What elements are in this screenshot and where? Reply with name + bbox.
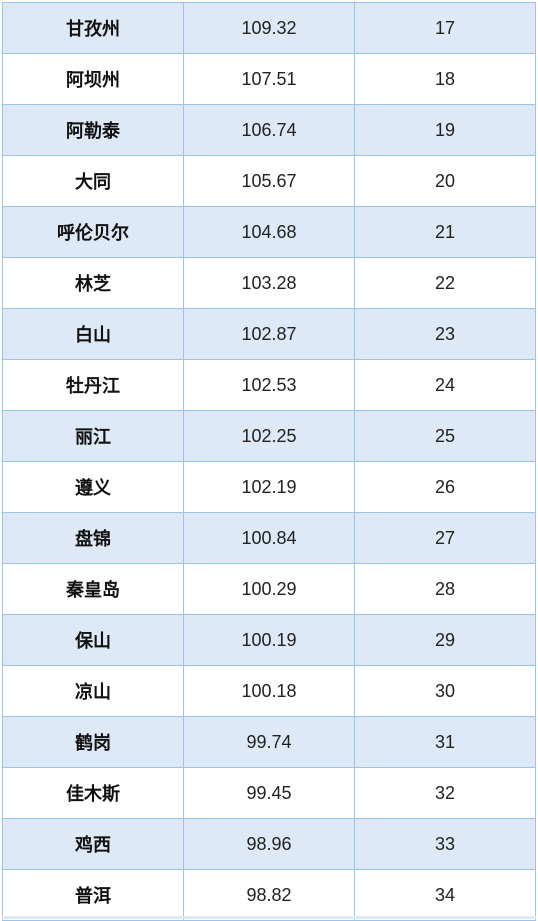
city-cell: 阿坝州	[2, 53, 184, 105]
table-row: 白山 102.87 23	[2, 308, 536, 360]
score-cell: 102.53	[183, 359, 355, 411]
rank-cell: 24	[354, 359, 536, 411]
next-row-edge	[2, 916, 536, 919]
city-cell: 鹤岗	[2, 716, 184, 768]
rank-cell: 29	[354, 614, 536, 666]
rank-cell: 30	[354, 665, 536, 717]
score-cell: 103.28	[183, 257, 355, 309]
city-cell: 遵义	[2, 461, 184, 513]
city-cell: 秦皇岛	[2, 563, 184, 615]
table-row: 鸡西 98.96 33	[2, 818, 536, 870]
table-row: 林芝 103.28 22	[2, 257, 536, 309]
rank-cell: 20	[354, 155, 536, 207]
city-cell: 林芝	[2, 257, 184, 309]
score-cell: 99.74	[183, 716, 355, 768]
city-cell: 佳木斯	[2, 767, 184, 819]
score-cell: 98.96	[183, 818, 355, 870]
city-cell: 普洱	[2, 869, 184, 921]
table-row: 盘锦 100.84 27	[2, 512, 536, 564]
rank-cell: 27	[354, 512, 536, 564]
table-row: 佳木斯 99.45 32	[2, 767, 536, 819]
rank-cell: 26	[354, 461, 536, 513]
city-cell: 白山	[2, 308, 184, 360]
score-cell: 104.68	[183, 206, 355, 258]
rank-cell: 17	[354, 2, 536, 54]
score-cell: 105.67	[183, 155, 355, 207]
table-row: 遵义 102.19 26	[2, 461, 536, 513]
score-cell: 102.87	[183, 308, 355, 360]
city-cell: 丽江	[2, 410, 184, 462]
rank-cell: 32	[354, 767, 536, 819]
score-cell: 100.19	[183, 614, 355, 666]
table-row: 甘孜州 109.32 17	[2, 2, 536, 54]
rank-cell: 31	[354, 716, 536, 768]
rank-cell: 25	[354, 410, 536, 462]
score-cell: 100.84	[183, 512, 355, 564]
table-row: 保山 100.19 29	[2, 614, 536, 666]
table-row: 丽江 102.25 25	[2, 410, 536, 462]
score-cell: 106.74	[183, 104, 355, 156]
rank-cell: 18	[354, 53, 536, 105]
rank-cell: 23	[354, 308, 536, 360]
table-row: 凉山 100.18 30	[2, 665, 536, 717]
city-cell: 鸡西	[2, 818, 184, 870]
city-cell: 阿勒泰	[2, 104, 184, 156]
city-cell: 牡丹江	[2, 359, 184, 411]
score-cell: 99.45	[183, 767, 355, 819]
city-cell: 盘锦	[2, 512, 184, 564]
city-cell: 凉山	[2, 665, 184, 717]
score-cell: 109.32	[183, 2, 355, 54]
rank-cell: 19	[354, 104, 536, 156]
score-cell: 102.19	[183, 461, 355, 513]
city-cell: 呼伦贝尔	[2, 206, 184, 258]
score-cell: 98.82	[183, 869, 355, 921]
table-row: 鹤岗 99.74 31	[2, 716, 536, 768]
table-row: 阿坝州 107.51 18	[2, 53, 536, 105]
rank-cell: 34	[354, 869, 536, 921]
city-cell: 甘孜州	[2, 2, 184, 54]
city-cell: 保山	[2, 614, 184, 666]
rank-cell: 33	[354, 818, 536, 870]
score-cell: 102.25	[183, 410, 355, 462]
table-row: 牡丹江 102.53 24	[2, 359, 536, 411]
score-cell: 100.18	[183, 665, 355, 717]
table-row: 秦皇岛 100.29 28	[2, 563, 536, 615]
rank-cell: 21	[354, 206, 536, 258]
table-row: 普洱 98.82 34	[2, 869, 536, 921]
score-cell: 100.29	[183, 563, 355, 615]
city-cell: 大同	[2, 155, 184, 207]
table-row: 大同 105.67 20	[2, 155, 536, 207]
table-row: 呼伦贝尔 104.68 21	[2, 206, 536, 258]
table-row: 阿勒泰 106.74 19	[2, 104, 536, 156]
rank-cell: 22	[354, 257, 536, 309]
score-cell: 107.51	[183, 53, 355, 105]
rank-cell: 28	[354, 563, 536, 615]
